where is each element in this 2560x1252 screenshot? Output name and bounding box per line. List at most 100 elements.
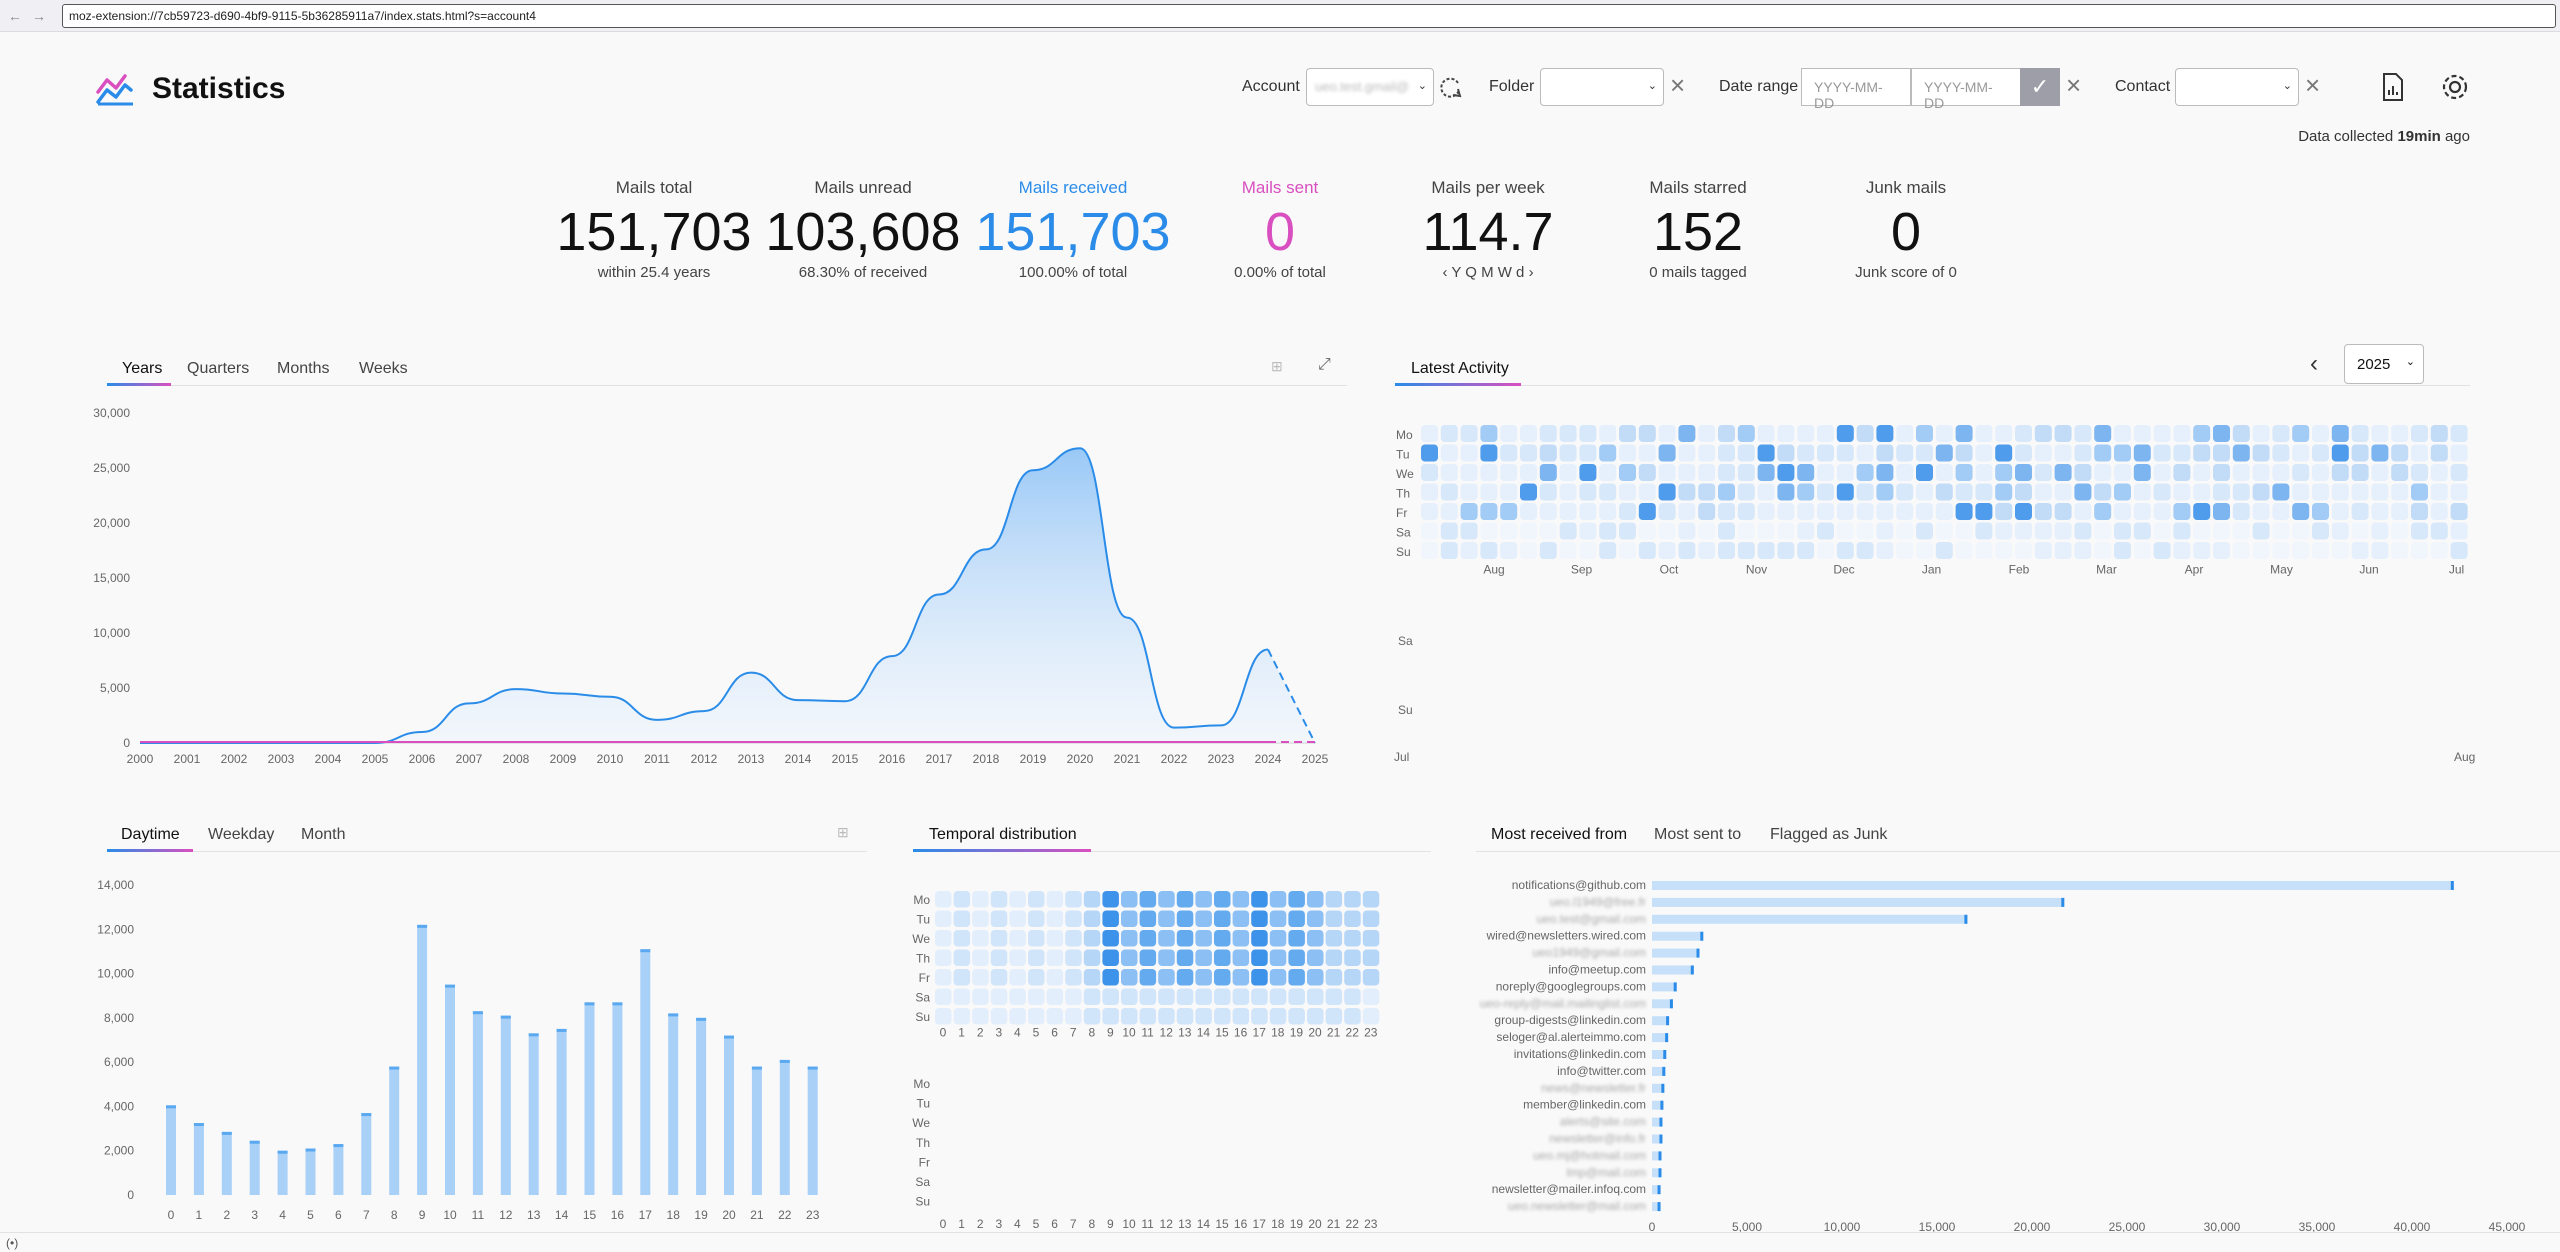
activity-cell [2411,542,2428,559]
stat-label: Mails total [615,178,693,197]
x-tick-label: 40,000 [2394,1220,2431,1234]
temporal-cell [1325,891,1343,908]
temporal-cell [1344,910,1361,927]
x-tick-label: 7 [1070,1026,1077,1040]
daytime-bar [249,1140,260,1195]
activity-cell [1480,444,1498,462]
activity-cell [2193,444,2211,462]
clear-contact-icon[interactable]: × [2305,70,2321,100]
clear-date-icon[interactable]: × [2066,70,2082,100]
activity-cell [1797,444,1815,462]
fullscreen-icon[interactable]: ⤢ [1318,356,1331,373]
crop-icon[interactable]: ⊞ [837,824,849,840]
temporal-cell [1139,988,1157,1005]
activity-cell [2411,522,2428,540]
temporal-cell [953,891,971,908]
x-tick-label: 19 [1290,1026,1304,1040]
sender-label: ueo.test@gmail.com [1536,912,1646,926]
url-input[interactable]: moz-extension://7cb59723-d690-4bf9-9115-… [62,4,2556,28]
folder-select[interactable]: ⌄ [1540,68,1664,106]
sender-bar [1652,1168,1662,1178]
activity-cell [1500,425,1518,442]
temporal-cell [1251,910,1268,927]
clear-folder-icon[interactable]: × [1670,70,1686,100]
tab-weekday[interactable]: Weekday [208,826,275,843]
activity-cell [1480,425,1498,442]
forward-icon[interactable]: → [32,8,46,24]
date-from-input[interactable]: YYYY-MM-DD [1801,68,1911,111]
tab-weeks[interactable]: Weeks [359,360,408,377]
report-icon[interactable] [2381,72,2405,102]
tab-most-sent-to[interactable]: Most sent to [1654,826,1742,843]
activity-cell [2450,483,2468,501]
temporal-cell [990,969,1008,986]
temporal-cell [1344,988,1361,1005]
activity-cell [1698,425,1716,442]
refresh-icon[interactable] [1436,74,1464,102]
activity-cell [1678,483,1696,501]
activity-cell [1421,542,1438,559]
activity-cell [1975,522,1993,540]
temporal-cell [1232,891,1250,908]
tab-most-received-from[interactable]: Most received from [1491,826,1628,843]
x-tick-label: 2013 [738,752,765,766]
activity-cell [1995,425,2013,442]
tab-daytime[interactable]: Daytime [121,826,180,843]
activity-cell [2411,464,2428,481]
tab-quarters[interactable]: Quarters [187,360,250,377]
tab-years[interactable]: Years [122,360,163,377]
x-tick-label: 16 [1234,1026,1248,1040]
activity-cell [2292,444,2310,462]
tab-temporal-distribution[interactable]: Temporal distribution [929,826,1077,843]
y-tick-label: 15,000 [93,571,130,585]
activity-cell [1421,444,1438,462]
activity-cell [2331,542,2349,559]
year-value: 2025 [2357,356,2391,373]
tab-flagged-as-junk[interactable]: Flagged as Junk [1770,826,1888,843]
activity-cell [1421,464,1438,481]
activity-cell [1559,425,1577,442]
temporal-cell [953,988,971,1005]
activity-cell [2193,483,2211,501]
stat-label: Mails starred [1649,178,1747,197]
activity-cell [2133,444,2151,462]
temporal-cell [1102,910,1119,927]
activity-cell [2015,503,2032,520]
temporal-cell [1269,988,1287,1005]
account-select[interactable]: ueo.test.gmail@ ⌄ [1306,68,1434,106]
temporal-cell [1158,910,1175,927]
activity-cell [1718,503,1735,520]
daytime-bar-cap [500,1015,511,1019]
back-icon[interactable]: ← [8,8,22,24]
tab-latest-activity[interactable]: Latest Activity [1411,360,1509,377]
daytime-bar [445,984,455,1195]
temporal-cell [1288,930,1305,947]
temporal-cell [1009,930,1026,947]
x-tick-label: 2019 [1020,752,1047,766]
sender-label: lmp@mail.com [1566,1165,1646,1179]
previous-year-icon[interactable]: ‹ [2310,350,2318,377]
apply-date-button[interactable]: ✓ [2020,68,2060,106]
stat-label: Mails received [1018,178,1128,197]
daytime-bar-cap [528,1033,539,1037]
daytime-bar-cap [584,1002,595,1006]
year-select[interactable]: 2025 ⌄ [2344,344,2424,384]
weekday-label: Sa [1396,526,1411,540]
x-tick-label: 2011 [644,752,670,766]
stat-value: 0 [1890,202,1922,262]
activity-cell [2391,542,2409,559]
temporal-cell [1307,910,1324,927]
daytime-bar-cap [277,1150,288,1154]
gear-icon[interactable] [2440,72,2470,102]
tab-months[interactable]: Months [277,360,330,377]
activity-cell [2371,503,2389,520]
x-tick-label: 2 [977,1217,984,1230]
x-tick-label: 17 [639,1208,653,1222]
contact-select[interactable]: ⌄ [2175,68,2299,106]
activity-cell [2015,425,2032,442]
activity-cell [2193,464,2211,481]
date-to-input[interactable]: YYYY-MM-DD [1911,68,2021,111]
tab-month[interactable]: Month [301,826,346,843]
crop-icon[interactable]: ⊞ [1271,358,1283,374]
activity-cell [2153,425,2171,442]
